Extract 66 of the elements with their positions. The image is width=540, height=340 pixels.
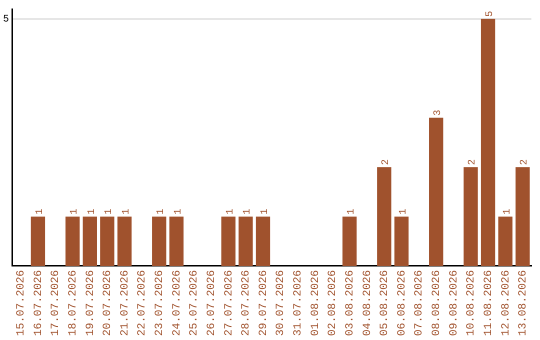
data-label: 1 <box>502 208 514 215</box>
x-tick-label: 01.08.2026 <box>310 270 322 336</box>
bar <box>377 167 392 266</box>
x-tick-label: 27.07.2026 <box>223 270 236 336</box>
data-label: 1 <box>122 208 133 215</box>
data-label: 2 <box>468 159 479 166</box>
x-tick-label: 16.07.2026 <box>32 270 45 336</box>
x-tick-label: 15.07.2026 <box>16 270 28 336</box>
x-tick-label: 09.08.2026 <box>448 270 460 336</box>
x-tick-label: 18.07.2026 <box>67 270 80 336</box>
x-tick-label: 19.07.2026 <box>84 270 97 336</box>
bar <box>342 216 357 266</box>
data-label: 1 <box>104 208 116 215</box>
data-label: 1 <box>242 208 254 215</box>
bar <box>498 216 512 266</box>
bar <box>516 167 530 266</box>
x-tick-label: 28.07.2026 <box>240 270 253 336</box>
bar <box>82 216 97 266</box>
bar <box>169 216 184 266</box>
data-label: 1 <box>173 208 184 215</box>
x-tick-label: 21.07.2026 <box>119 270 132 336</box>
x-tick-label: 22.07.2026 <box>136 270 149 336</box>
data-label: 2 <box>381 159 392 166</box>
x-tick-label: 08.08.2026 <box>431 270 444 336</box>
x-tick-label: 13.08.2026 <box>518 270 530 336</box>
x-tick-label: 25.07.2026 <box>188 270 201 336</box>
x-tick-label: 31.07.2026 <box>292 270 305 336</box>
bar <box>221 216 236 266</box>
x-tick-label: 03.08.2026 <box>344 270 356 336</box>
x-tick-label: 24.07.2026 <box>171 270 184 336</box>
data-label: 1 <box>225 208 236 215</box>
bar <box>256 216 270 266</box>
x-tick-label: 05.08.2026 <box>379 270 392 336</box>
x-tick-label: 04.08.2026 <box>362 270 374 336</box>
data-label: 1 <box>70 208 81 215</box>
data-label: 3 <box>433 110 444 116</box>
x-tick-label: 11.08.2026 <box>482 270 495 336</box>
bar <box>100 216 114 266</box>
data-label: 1 <box>346 208 358 215</box>
bar <box>152 216 166 266</box>
bar <box>480 18 496 266</box>
x-tick-label: 20.07.2026 <box>102 270 114 336</box>
data-label: 1 <box>156 208 168 215</box>
bar <box>464 167 478 266</box>
bar <box>65 216 80 266</box>
data-label: 1 <box>260 208 272 215</box>
bar <box>238 216 253 266</box>
data-label: 1 <box>86 208 98 215</box>
x-tick-label: 06.08.2026 <box>396 270 408 336</box>
x-tick-label: 10.08.2026 <box>466 270 478 336</box>
x-tick-label: 07.08.2026 <box>414 270 426 336</box>
x-tick-label: 29.07.2026 <box>258 270 270 336</box>
data-label: 1 <box>398 208 410 215</box>
x-tick-label: 26.07.2026 <box>206 270 218 336</box>
x-tick-label: 12.08.2026 <box>500 270 512 336</box>
bar <box>429 118 444 266</box>
data-label: 1 <box>34 208 46 215</box>
bar <box>394 216 409 266</box>
bar <box>117 216 132 266</box>
x-tick-label: 17.07.2026 <box>50 270 62 336</box>
bar <box>30 216 46 266</box>
data-label: 2 <box>520 159 531 166</box>
x-tick-label: 02.08.2026 <box>327 270 340 336</box>
data-label: 5 <box>485 10 496 17</box>
x-tick-label: 23.07.2026 <box>154 270 166 336</box>
x-tick-label: 30.07.2026 <box>275 270 288 336</box>
